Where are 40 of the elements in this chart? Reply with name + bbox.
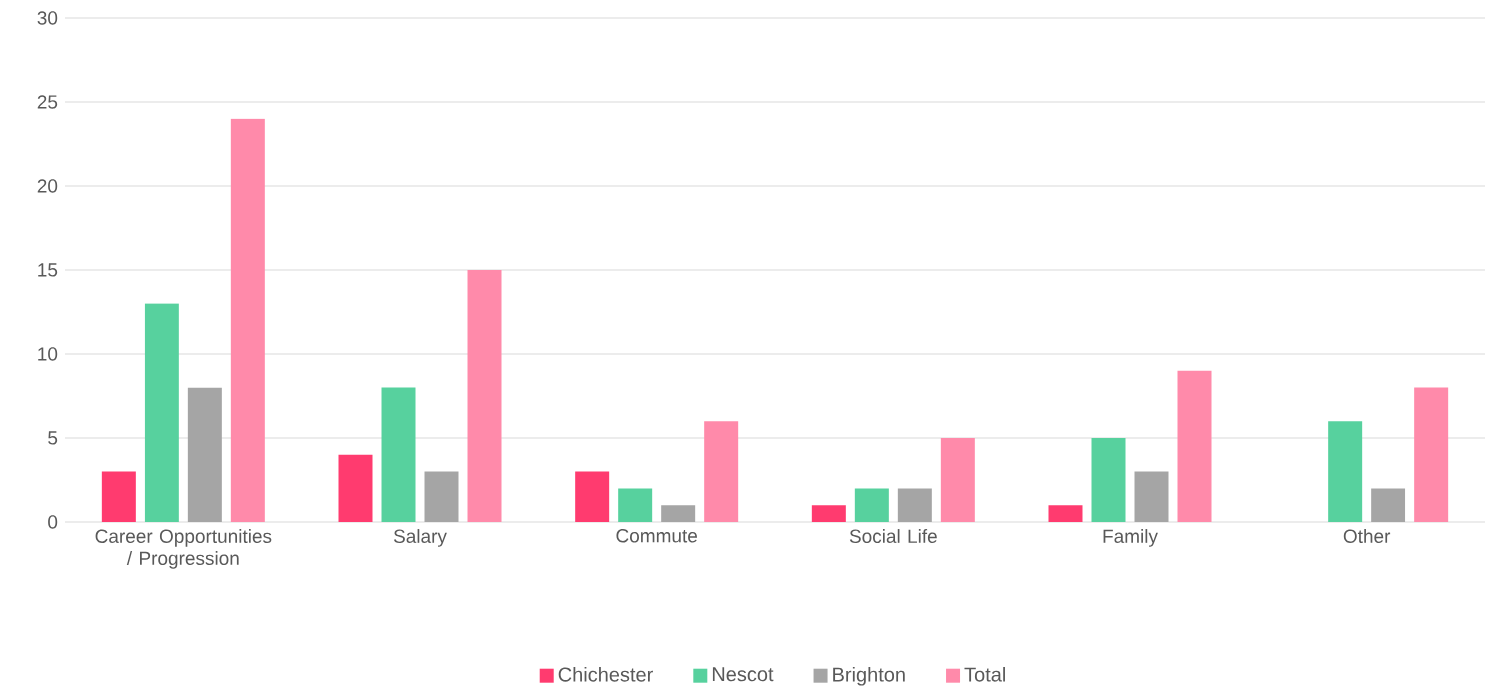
- legend-label: Total: [964, 666, 1005, 682]
- bar: [381, 387, 416, 522]
- x-tick-label: Family: [1103, 529, 1158, 547]
- y-tick-label: 25: [37, 95, 58, 109]
- bar: [575, 471, 610, 522]
- legend-label: Brighton: [833, 666, 905, 686]
- bar: [704, 421, 739, 522]
- bar: [1048, 505, 1083, 522]
- bar: [897, 488, 932, 522]
- bar: [1328, 421, 1363, 522]
- x-tick-label: Other: [1343, 529, 1391, 544]
- bar: [230, 118, 265, 522]
- bar: [661, 505, 696, 522]
- bar: [1414, 387, 1449, 522]
- x-tick-label: Salary: [393, 529, 447, 547]
- y-tick-label: 5: [48, 431, 58, 445]
- bar: [854, 488, 889, 522]
- bar: [618, 488, 653, 522]
- y-tick-label: 20: [37, 179, 58, 193]
- legend-label: Nescot: [712, 667, 774, 682]
- x-tick-label: Career Opportunities / Progression: [95, 529, 272, 569]
- bar: [144, 303, 179, 522]
- bar: [187, 387, 222, 522]
- y-tick-label: 15: [38, 263, 58, 277]
- bar: [338, 454, 373, 522]
- bar: [1091, 437, 1126, 522]
- y-tick-label: 30: [37, 11, 58, 25]
- bar: [101, 471, 136, 522]
- bar: [467, 269, 502, 522]
- y-tick-label: 10: [38, 347, 58, 361]
- x-tick-label: Social Life: [849, 529, 937, 544]
- x-tick-label: Commute: [616, 529, 697, 543]
- y-tick-label: 0: [48, 515, 58, 529]
- bar: [811, 505, 846, 522]
- bar: [1134, 471, 1169, 522]
- bar: [1177, 370, 1212, 522]
- bar: [940, 437, 975, 522]
- bar: [1371, 488, 1406, 522]
- legend-label: Chichester: [558, 666, 653, 682]
- bar: [424, 471, 459, 522]
